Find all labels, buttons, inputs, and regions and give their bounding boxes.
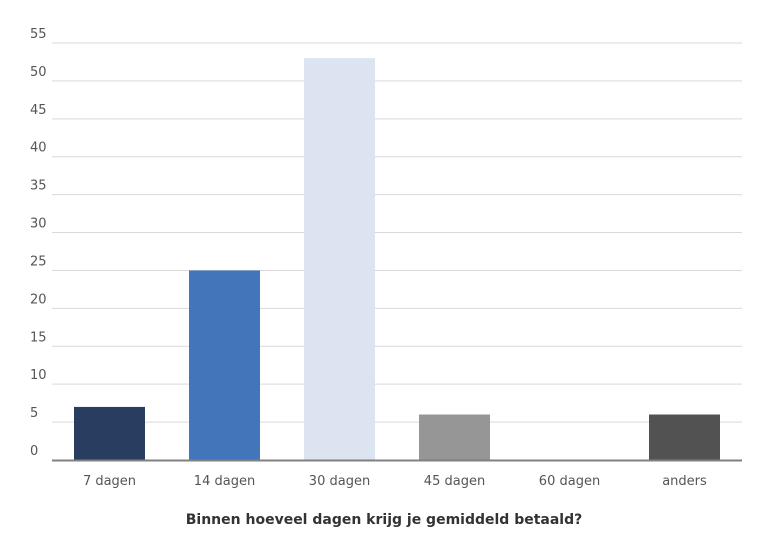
- y-tick-label: 10: [30, 368, 47, 383]
- x-tick-label: 30 dagen: [309, 474, 370, 489]
- bar-30-dagen: [304, 58, 375, 460]
- y-tick-label: 15: [30, 330, 47, 345]
- y-tick-label: 30: [30, 217, 47, 232]
- x-tick-label: 45 dagen: [424, 474, 485, 489]
- y-tick-label: 35: [30, 179, 47, 194]
- x-tick-label: 7 dagen: [83, 474, 136, 489]
- bar-7-dagen: [74, 406, 145, 460]
- y-tick-label: 0: [30, 444, 38, 459]
- y-tick-label: 50: [30, 65, 47, 80]
- bars: [74, 58, 720, 460]
- y-tick-label: 40: [30, 141, 47, 156]
- bar-anders: [649, 414, 720, 460]
- bar-45-dagen: [419, 414, 490, 460]
- y-tick-label: 25: [30, 254, 47, 269]
- x-tick-label: 14 dagen: [194, 474, 255, 489]
- y-tick-label: 5: [30, 406, 38, 421]
- y-axis-tick-labels: 0 5 10 15 20 25 30 35 40 45 50 55: [30, 27, 47, 459]
- x-axis-tick-labels: 7 dagen 14 dagen 30 dagen 45 dagen 60 dagen a…: [83, 474, 707, 489]
- y-tick-label: 20: [30, 292, 47, 307]
- gridlines: [52, 42, 742, 423]
- x-tick-label: anders: [662, 474, 707, 489]
- chart-title: Binnen hoeveel dagen krijg je gemiddeld …: [185, 512, 583, 528]
- x-tick-label: 60 dagen: [539, 474, 600, 489]
- bar-14-dagen: [189, 270, 260, 460]
- y-tick-label: 45: [30, 103, 47, 118]
- y-tick-label: 55: [30, 27, 47, 42]
